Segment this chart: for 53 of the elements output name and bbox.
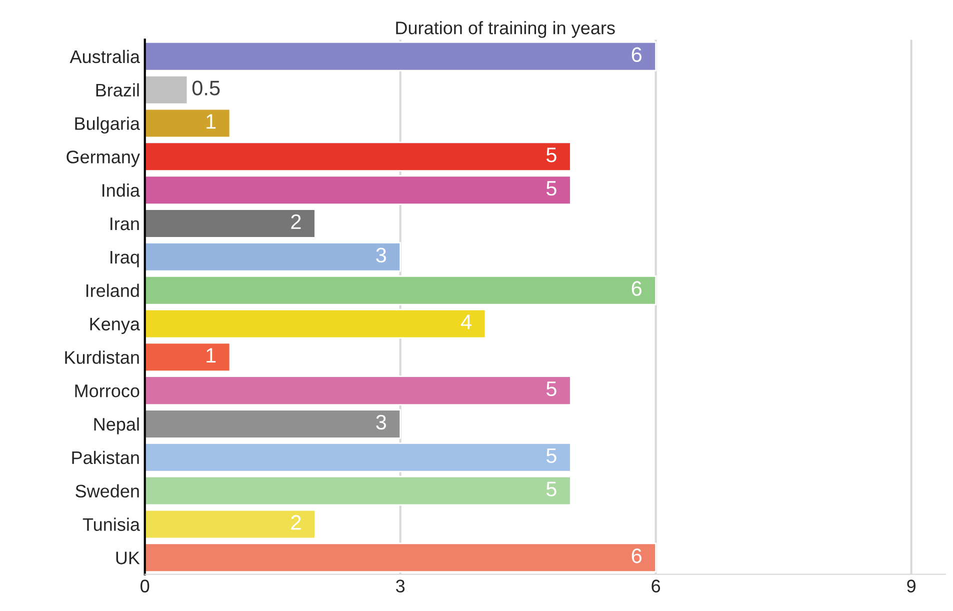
data-label: 4 <box>460 314 472 330</box>
data-label: 3 <box>376 414 386 430</box>
data-label: 5 <box>546 181 556 196</box>
y-tick-label: Morroco <box>75 384 140 398</box>
y-tick-label: Pakistan <box>72 450 139 464</box>
data-label: 0.5 <box>192 80 220 96</box>
data-label: 5 <box>546 148 556 162</box>
y-tick-label: Australia <box>70 50 140 64</box>
data-label: 5 <box>546 448 556 463</box>
y-tick-label: Tunisia <box>82 518 140 531</box>
data-label: 3 <box>376 248 386 262</box>
bar <box>144 142 572 172</box>
data-label: 1 <box>206 114 216 129</box>
bar <box>144 342 231 372</box>
data-label: 6 <box>632 548 642 564</box>
x-tick-label: 0 <box>140 580 150 592</box>
y-tick-label: India <box>102 184 140 197</box>
x-tick-label: 9 <box>907 580 916 592</box>
y-tick-label: Brazil <box>96 83 139 97</box>
bar <box>144 208 316 238</box>
bar <box>144 442 572 472</box>
bar <box>144 376 572 406</box>
bar <box>144 509 316 540</box>
bar <box>144 409 402 439</box>
bar <box>144 308 486 339</box>
y-tick-label: Nepal <box>94 417 139 434</box>
data-label: 6 <box>632 47 642 62</box>
data-label: 2 <box>291 214 301 229</box>
bar <box>144 74 188 105</box>
chart-title: Duration of training in years <box>396 21 615 38</box>
data-label: 1 <box>206 348 216 363</box>
y-tick-label: UK <box>116 552 140 564</box>
y-tick-label: Iraq <box>110 251 139 268</box>
y-tick-label: Ireland <box>86 284 139 298</box>
data-label: 5 <box>546 482 556 496</box>
y-tick-label: Germany <box>66 150 140 167</box>
x-tick-label: 6 <box>652 580 660 592</box>
bar <box>144 242 402 272</box>
bar <box>144 108 231 138</box>
y-tick-label: Kurdistan <box>65 350 139 364</box>
bar <box>144 42 657 72</box>
data-label: 5 <box>546 382 556 396</box>
y-tick-label: Iran <box>110 218 139 230</box>
bar <box>144 476 572 506</box>
y-tick-label: Bulgaria <box>75 116 140 134</box>
y-tick-label: Kenya <box>90 318 140 334</box>
bar <box>144 542 657 573</box>
bar <box>144 275 657 306</box>
data-label: 6 <box>632 281 642 296</box>
y-tick-label: Sweden <box>76 484 139 498</box>
bar <box>144 175 572 205</box>
data-label: 2 <box>291 515 301 530</box>
x-tick-label: 3 <box>396 580 405 592</box>
